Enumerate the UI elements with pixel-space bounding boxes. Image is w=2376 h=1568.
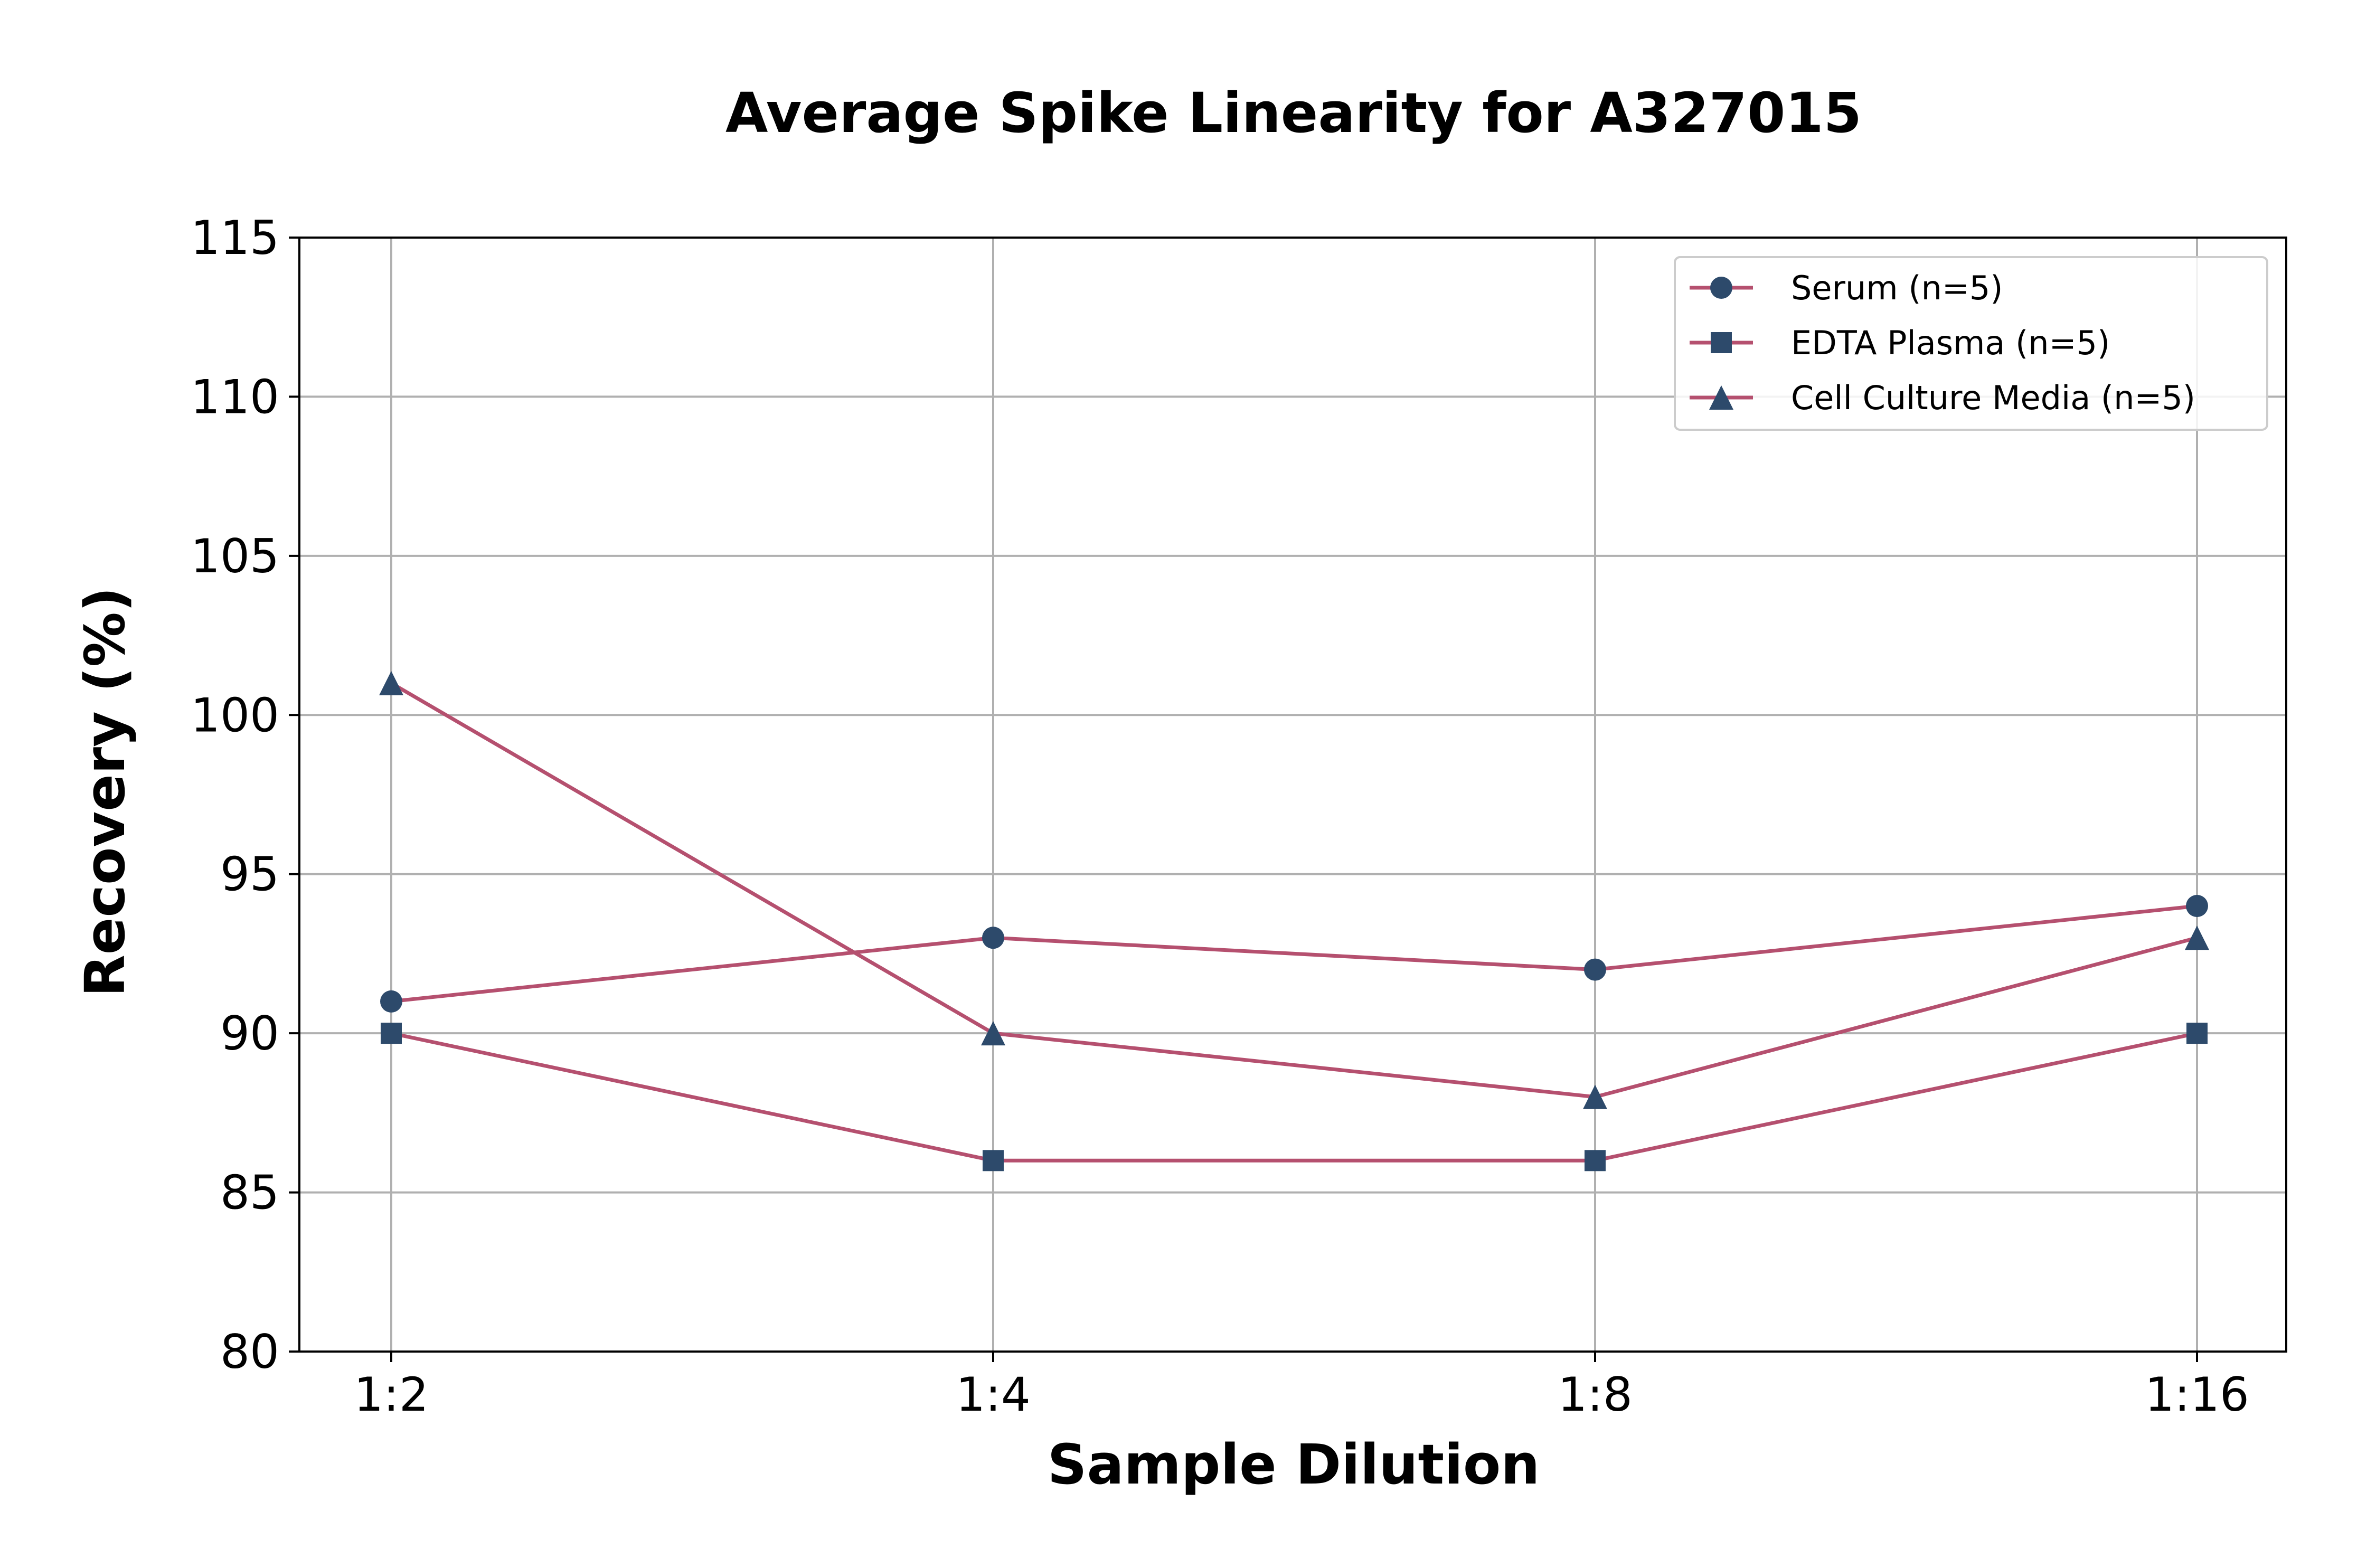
y-tick-label: 90 [220,1006,279,1061]
data-point [381,1023,402,1044]
legend-item: Serum (n=5) [1690,269,2003,307]
x-axis-label: Sample Dilution [1048,1432,1540,1497]
data-point [981,1021,1005,1046]
series-triangle [379,671,2209,1109]
legend: Serum (n=5) EDTA Plasma (n=5) Cell Culture… [1674,256,2268,431]
legend-label: Cell Culture Media (n=5) [1791,379,2195,417]
data-point [2186,1023,2208,1044]
legend-item: Cell Culture Media (n=5) [1690,379,2195,417]
data-point [1584,958,1606,981]
series-layer [379,671,2209,1172]
x-tick-label: 1:8 [1558,1367,1633,1422]
x-tick-label: 1:16 [2145,1367,2249,1422]
y-tick-label: 115 [191,211,279,265]
legend-marker [1711,332,1732,353]
data-point [982,927,1004,949]
series-line [389,681,2199,1099]
data-point [380,990,402,1013]
y-tick-label: 100 [191,688,279,742]
series-square [381,1023,2208,1172]
legend-marker [1710,277,1732,299]
y-axis-label: Recovery (%) [73,587,137,997]
y-tick-label: 110 [191,370,279,424]
legend-box [1674,256,2268,431]
tick-layer: 1:2 1:4 1:8 1:16 80 85 90 95 100 105 110 115 [191,211,2249,1422]
y-tick-label: 105 [191,529,279,583]
data-point [1583,1084,1607,1109]
data-point [1585,1150,1606,1172]
plot-frame [298,237,2287,1353]
legend-label: Serum (n=5) [1791,269,2003,307]
series-circle [380,895,2208,1013]
chart-title: Average Spike Linearity for A327015 [725,81,1862,145]
y-tick-label: 80 [220,1325,279,1379]
data-point [379,671,403,695]
data-point [983,1150,1004,1172]
y-tick-label: 95 [220,847,279,902]
y-tick-label: 85 [220,1166,279,1220]
data-point [2186,895,2208,917]
series-line [389,1031,2199,1163]
x-tick-label: 1:4 [956,1367,1031,1422]
legend-marker [1709,385,1733,410]
data-point [2185,925,2209,950]
legend-label: EDTA Plasma (n=5) [1791,324,2110,362]
x-tick-label: 1:2 [354,1367,429,1422]
legend-item: EDTA Plasma (n=5) [1690,324,2110,362]
series-line [389,904,2199,1004]
